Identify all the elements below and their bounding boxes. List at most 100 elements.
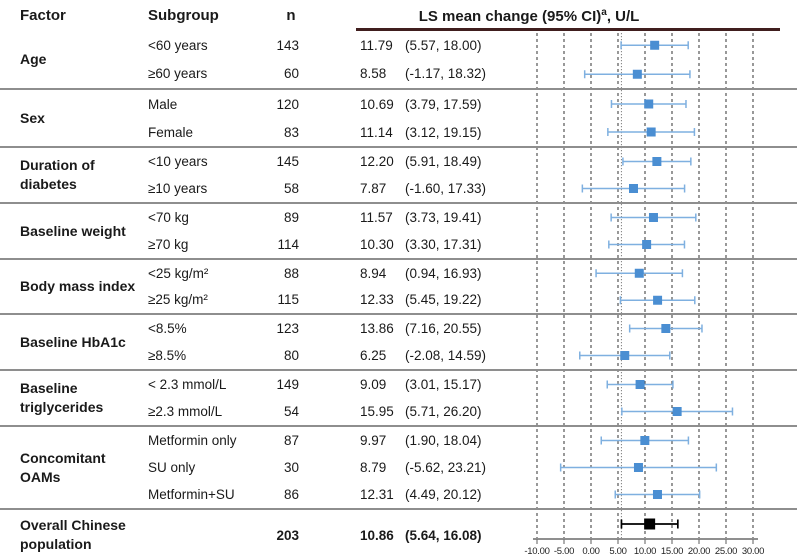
point-marker <box>646 127 656 137</box>
forest-row-plot <box>505 454 797 481</box>
forest-row-plot <box>505 371 797 398</box>
n-value: 123 <box>276 321 299 336</box>
mean-value: 7.87 <box>360 181 387 196</box>
subgroup-label: ≥60 years <box>148 66 208 82</box>
subgroup-label: SU only <box>148 460 196 475</box>
n-value: 88 <box>283 265 299 281</box>
point-marker <box>650 40 660 50</box>
subgroup-label: Metformin+SU <box>148 487 235 502</box>
x-tick-label: -5.00 <box>554 546 574 557</box>
factor-group: Sex Male 120 10.69 (3.79, 17.59) Female 83 11.1… <box>0 88 797 146</box>
factor-group: Concomitant OAMs Metformin only 87 9.97 (1.9… <box>0 425 797 508</box>
n-value: 86 <box>283 487 299 502</box>
subgroup-label: Female <box>148 124 194 140</box>
forest-row-plot <box>505 481 797 508</box>
x-tick-label: 25.00 <box>715 546 737 557</box>
effect-header-footnote-marker: a <box>601 6 607 18</box>
ci-value: (7.16, 20.55) <box>405 321 482 336</box>
mean-value: 10.86 <box>360 527 394 543</box>
forest-row-plot <box>505 398 797 425</box>
factor-label: Sex <box>20 109 45 126</box>
forest-row-plot <box>505 427 797 454</box>
forest-row-svg <box>614 490 701 499</box>
factor-label: Concomitant OAMs <box>20 449 106 485</box>
effect-estimate-cell: 12.20 (5.91, 18.49) <box>305 148 505 175</box>
factor-label: Baseline weight <box>20 222 126 239</box>
ci-value: (3.73, 19.41) <box>405 210 482 225</box>
header-underline <box>356 28 780 31</box>
forest-row-plot <box>505 90 797 118</box>
effect-estimate-cell: 8.58 (-1.17, 18.32) <box>305 60 505 89</box>
point-marker <box>648 213 658 222</box>
point-marker <box>644 99 654 109</box>
forest-row-plot <box>505 287 797 314</box>
factor-group: Body mass index <25 kg/m² 88 8.94 (0.94, 16.… <box>0 258 797 313</box>
forest-row-svg <box>608 240 686 249</box>
subgroup-label: <8.5% <box>148 321 187 336</box>
forest-row-svg <box>583 69 691 79</box>
factor-group: Baseline HbA1c <8.5% 123 13.86 (7.16, 20.55)… <box>0 313 797 369</box>
subgroup-label: <25 kg/m² <box>148 265 209 281</box>
mean-value: 8.79 <box>360 460 387 475</box>
subgroup-label: ≥70 kg <box>148 237 189 252</box>
n-value: 87 <box>283 433 299 448</box>
ci-value: (3.30, 17.31) <box>405 237 482 252</box>
effect-estimate-cell: 13.86 (7.16, 20.55) <box>305 315 505 342</box>
forest-row-svg <box>600 436 690 445</box>
point-marker <box>620 351 630 360</box>
forest-row-plot <box>505 204 797 231</box>
forest-row-plot <box>505 60 797 89</box>
subgroup-label-empty <box>145 510 257 560</box>
n-value: 145 <box>276 154 299 169</box>
point-marker <box>632 69 642 79</box>
effect-header-main: LS mean change (95% CI) <box>418 7 602 25</box>
x-tick-label: 20.00 <box>688 546 710 557</box>
mean-value: 12.33 <box>360 292 394 308</box>
point-marker <box>644 518 656 530</box>
subgroup-label: Male <box>148 96 178 112</box>
subgroup-label: <10 years <box>148 154 208 169</box>
overall-group: Overall Chinese population 203 10.86 (5.64,… <box>0 508 797 560</box>
ci-value: (-1.17, 18.32) <box>405 66 487 82</box>
effect-estimate-cell: 8.79 (-5.62, 23.21) <box>305 454 505 481</box>
forest-row-svg <box>628 324 703 333</box>
mean-value: 11.79 <box>360 37 393 53</box>
ci-value: (3.12, 19.15) <box>405 124 482 140</box>
mean-value: 12.31 <box>360 487 394 502</box>
effect-estimate-cell: 6.25 (-2.08, 14.59) <box>305 342 505 369</box>
n-value: 143 <box>276 37 299 53</box>
ci-value: (-5.62, 23.21) <box>405 460 487 475</box>
forest-row-svg <box>579 351 671 360</box>
point-marker <box>634 268 644 278</box>
x-tick-label: 30.00 <box>742 546 764 557</box>
forest-row-svg <box>581 184 686 193</box>
factor-label: Baseline triglycerides <box>20 380 104 415</box>
forest-row-svg <box>606 380 674 389</box>
subgroup-label: <70 kg <box>148 210 189 225</box>
forest-row-svg <box>559 463 718 472</box>
mean-value: 13.86 <box>360 321 394 336</box>
table-body: Age <60 years 143 11.79 (5.57, 18.00) ≥60 yea… <box>0 31 797 560</box>
n-value: 58 <box>283 181 299 196</box>
forest-row-plot <box>505 342 797 369</box>
ci-value: (5.71, 26.20) <box>405 404 482 419</box>
subgroup-label: < 2.3 mmol/L <box>148 377 227 392</box>
column-header-factor: Factor <box>20 7 66 24</box>
n-value: 54 <box>283 404 299 419</box>
subgroup-label: <60 years <box>148 37 208 53</box>
mean-value: 9.97 <box>360 433 387 448</box>
n-value: 60 <box>283 66 299 82</box>
n-value: 114 <box>277 237 299 252</box>
factor-group: Duration of diabetes <10 years 145 12.20 (5.… <box>0 146 797 202</box>
forest-row-plot <box>505 31 797 60</box>
ci-value: (5.91, 18.49) <box>405 154 482 169</box>
point-marker <box>640 436 650 445</box>
n-value: 203 <box>276 527 299 543</box>
mean-value: 8.94 <box>360 265 387 281</box>
ci-value: (5.64, 16.08) <box>405 527 482 543</box>
x-tick-label: 15.00 <box>661 546 683 557</box>
effect-estimate-cell: 9.09 (3.01, 15.17) <box>305 371 505 398</box>
mean-value: 11.14 <box>360 124 393 140</box>
factor-group: Baseline triglycerides < 2.3 mmol/L 149 9.0… <box>0 369 797 425</box>
